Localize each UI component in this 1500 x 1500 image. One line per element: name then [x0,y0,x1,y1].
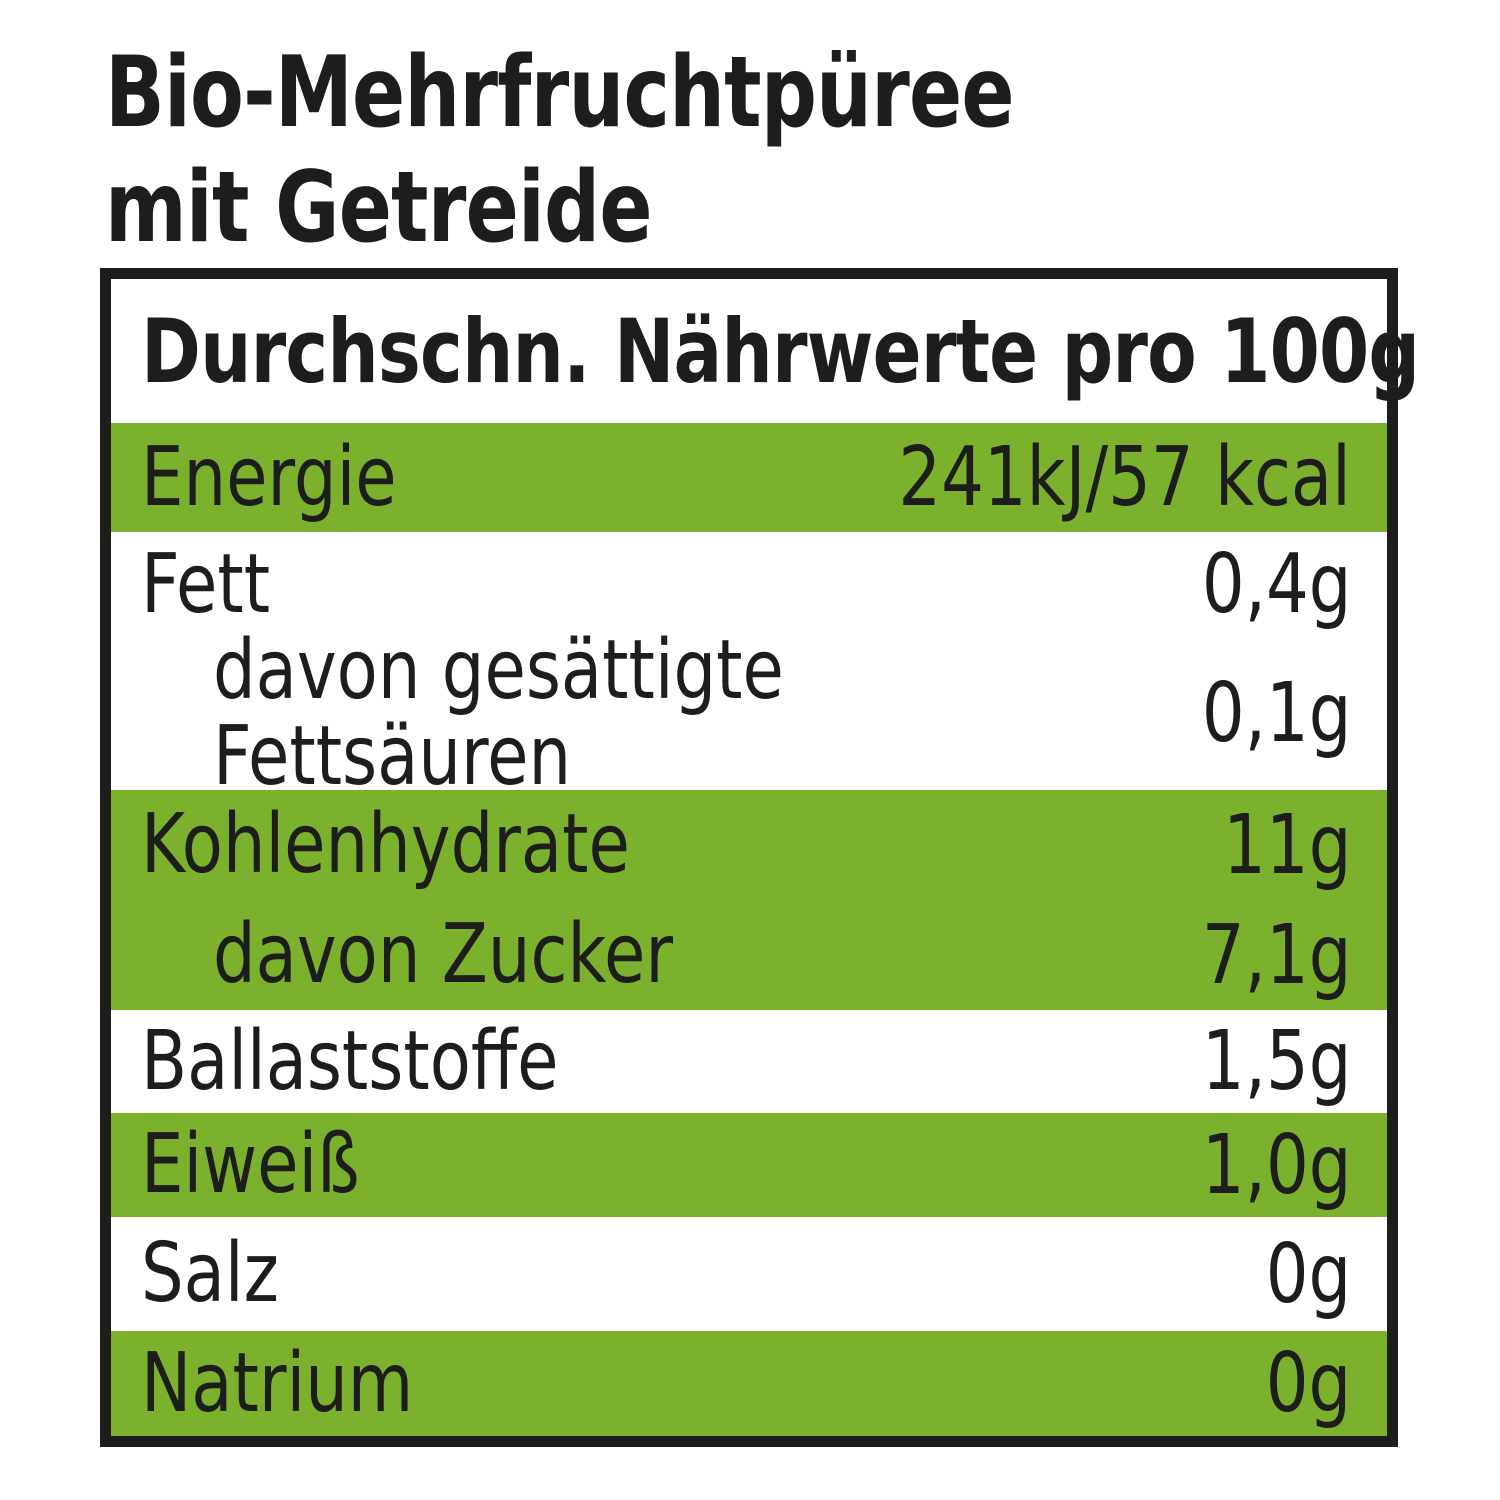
table-row-ballaststoffe: Ballaststoffe 1,5g [111,1010,1387,1113]
nutrient-label: Natrium [141,1335,414,1431]
nutrient-value: 7,1g [1201,907,1351,1003]
table-row-gesaettigte-fettsaeuren: davon gesättigte Fettsäuren 0,1g [111,628,1387,799]
nutrient-value: 0,4g [1201,537,1351,632]
nutrient-value: 11g [1222,797,1351,893]
table-header-row: Durchschn. Nährwerte pro 100g [111,279,1420,423]
nutrient-value: 1,0g [1201,1117,1351,1213]
nutrient-label: Ballaststoffe [141,1013,559,1109]
table-row-zucker: davon Zucker 7,1g [111,900,1387,1010]
table-row-fett: Fett 0,4g [111,532,1387,637]
table-header-title: Durchschn. Nährwerte pro 100g [141,299,1420,403]
nutrient-value: 0g [1265,1336,1351,1431]
nutrient-label: Kohlenhydrate [141,797,630,893]
nutrient-value: 0g [1265,1226,1351,1322]
nutrient-label: Fett [141,536,271,632]
nutrient-label: davon gesättigte Fettsäuren [213,623,784,804]
nutrient-label: Energie [141,429,397,525]
nutrient-value: 0,1g [1201,666,1351,761]
nutrition-table: Durchschn. Nährwerte pro 100g Energie 24… [100,268,1420,1447]
table-row-eiweiss: Eiweiß 1,0g [111,1113,1387,1217]
nutrient-value: 1,5g [1201,1014,1351,1109]
nutrient-label: Salz [141,1226,279,1322]
table-row-natrium: Natrium 0g [111,1331,1387,1436]
table-row-energie: Energie 241kJ/57 kcal [111,423,1387,532]
product-title: Bio-Mehrfruchtpüree mit Getreide [105,36,1015,265]
nutrient-label: davon Zucker [213,907,674,1003]
table-row-kohlenhydrate: Kohlenhydrate 11g [111,790,1387,900]
nutrient-value: 241kJ/57 kcal [898,430,1351,525]
nutrient-label: Eiweiß [141,1117,360,1213]
table-row-salz: Salz 0g [111,1217,1387,1331]
